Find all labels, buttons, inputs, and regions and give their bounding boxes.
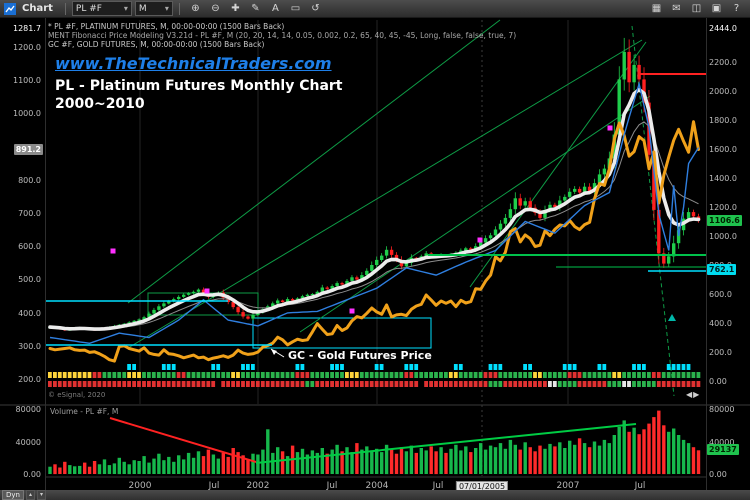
toolbar-separator (64, 2, 66, 15)
price-tick-left: 600.0 (18, 242, 41, 252)
volume-bars (48, 410, 701, 475)
zoom-out-button[interactable]: ⊖ (211, 3, 220, 14)
alert-mail-button[interactable]: ✉ (672, 3, 681, 14)
price-tick-right: 1200.0 (709, 203, 737, 212)
moving-averages (48, 87, 701, 331)
chart-nav-arrows[interactable]: ◀▶ (686, 390, 701, 399)
volume-tick-left: 80000 (15, 405, 41, 414)
last-price-badge-gold: 891.2 (13, 143, 43, 155)
esignal-copyright: © eSignal, 2020 (48, 391, 106, 399)
date-label: 2007 (556, 481, 580, 491)
info-line-overlay: GC #F, GOLD FUTURES, M, 00:00-00:00 (150… (48, 40, 265, 49)
price-tick-left: 300.0 (18, 341, 41, 351)
fib-study-line (49, 81, 700, 345)
price-tick-left: 400.0 (18, 308, 41, 318)
snapshot-button[interactable]: ▣ (711, 3, 722, 14)
shape-tool-button[interactable]: ▭ (290, 3, 301, 14)
gold-line-annotation: GC - Gold Futures Price (288, 349, 432, 362)
chart-icon (4, 2, 16, 15)
date-label: 2004 (365, 481, 389, 491)
price-axis-left[interactable]: 1281.7 1200.0 1100.0 1000.0 800.0 700.0 600.0 5… (0, 18, 45, 490)
volume-tick-left: 40000 (15, 437, 41, 447)
axis-max-right: 2444.0 (709, 24, 737, 33)
price-tick-right: 1400.0 (709, 174, 737, 183)
scroll-down-button[interactable]: ▾ (37, 490, 47, 500)
volume-trendlines (109, 417, 637, 464)
info-line-symbol: * PL #F, PLATINUM FUTURES, M, 00:00-00:0… (48, 22, 285, 31)
chart-title: PL - Platinum Futures Monthly Chart (55, 78, 343, 94)
price-tick-right: 400.0 (709, 319, 732, 328)
volume-pane-label: Volume - PL #F, M (50, 407, 119, 416)
price-tick-right: 1000.0 (709, 232, 737, 241)
date-label: 2000 (128, 481, 152, 491)
price-tick-left: 700.0 (18, 209, 41, 218)
price-axis-right[interactable]: 2444.0 2200.0 2000.0 1800.0 1600.0 1400.0 1200… (706, 18, 750, 490)
volume-tick-left: 0.00 (23, 470, 41, 479)
toolbar-separator (178, 2, 180, 15)
price-tick-right: 200.0 (709, 348, 732, 357)
chart-subtitle: 2000~2010 (55, 96, 145, 112)
crosshair-button[interactable]: ✚ (231, 3, 240, 14)
date-label: Jul (326, 481, 338, 491)
price-tick-right: 1800.0 (709, 116, 737, 125)
grid-lines (139, 20, 569, 476)
text-tool-button[interactable]: A (272, 3, 279, 14)
watermark-link[interactable]: www.TheTechnicalTraders.com (55, 54, 332, 73)
symbol-dropdown-value: PL #F (75, 3, 102, 14)
volume-badge: 29137 (707, 444, 739, 456)
scroll-up-button[interactable]: ▴ (25, 490, 35, 500)
zoom-in-button[interactable]: ⊕ (191, 3, 200, 14)
undo-button[interactable]: ↺ (311, 3, 320, 14)
price-tick-left: 1000.0 (13, 109, 41, 119)
chevron-down-icon: ▾ (164, 4, 169, 13)
panel-title: Chart (22, 3, 53, 14)
indicator-strips (48, 364, 701, 387)
volume-tick-right: 0.00 (709, 470, 727, 479)
pivot-markers (110, 125, 676, 321)
gold-price-line (48, 120, 700, 363)
date-label: Jul (208, 481, 220, 491)
volume-tick-right: 40000 (709, 437, 735, 447)
toolbar: Chart PL #F ▾ M ▾ ⊕ ⊖ ✚ ✎ A ▭ ↺ ▦ ✉ ◫ ▣? (0, 0, 750, 18)
info-line-study: MENT Fibonacci Price Modeling V3.21d - P… (48, 31, 517, 40)
price-tick-right: 600.0 (709, 290, 732, 299)
level-badge: 762.1 (707, 264, 737, 276)
interval-dropdown[interactable]: M ▾ (134, 1, 173, 16)
axis-divider-left (45, 18, 46, 490)
draw-tool-button[interactable]: ✎ (251, 3, 260, 14)
axis-max-left: 1281.7 (13, 24, 41, 33)
price-tick-left: 1200.0 (13, 43, 41, 52)
level-lines (45, 73, 707, 346)
price-tick-right: 2200.0 (709, 58, 737, 67)
layout-grid-button[interactable]: ▦ (651, 3, 662, 14)
price-tick-right: 0.00 (709, 377, 727, 386)
toolbar-tools: ⊕ ⊖ ✚ ✎ A ▭ ↺ (186, 1, 325, 17)
price-tick-left: 200.0 (18, 375, 41, 384)
price-tick-left: 800.0 (18, 175, 41, 185)
annotation-arrow (270, 348, 285, 358)
date-label: Jul (432, 481, 444, 491)
price-tick-right: 1600.0 (709, 145, 737, 154)
price-tick-left: 1100.0 (13, 76, 41, 86)
date-label: 2002 (246, 481, 270, 491)
interval-dropdown-value: M (138, 3, 147, 14)
price-tick-right: 2000.0 (709, 87, 737, 96)
bottom-bar: Dyn ▴ ▾ (0, 490, 750, 500)
last-price-badge-platinum: 1106.6 (707, 214, 742, 226)
new-window-button[interactable]: ◫ (691, 3, 702, 14)
chevron-down-icon: ▾ (123, 4, 128, 13)
dyn-button[interactable]: Dyn (2, 490, 24, 500)
symbol-dropdown[interactable]: PL #F ▾ (71, 1, 132, 16)
toolbar-right-tools: ▦ ✉ ◫ ▣? (647, 1, 746, 17)
help-button[interactable]: ? (733, 3, 740, 14)
date-label: Jul (634, 481, 646, 491)
axis-divider-right (706, 18, 707, 490)
price-tick-left: 500.0 (18, 275, 41, 285)
volume-tick-right: 80000 (709, 405, 735, 414)
